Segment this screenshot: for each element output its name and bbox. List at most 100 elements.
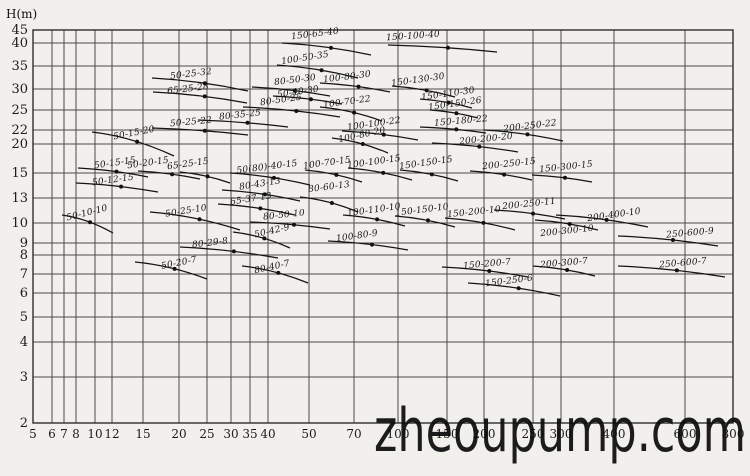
curve-label: 200-250-11 <box>501 197 557 213</box>
curve-duty-point <box>197 217 202 222</box>
curve-duty-point <box>381 170 386 175</box>
curve-duty-point <box>172 266 177 271</box>
curve-label: 150-200-7 <box>463 257 512 271</box>
y-tick-label: 10 <box>11 216 28 231</box>
plot-border <box>32 29 734 424</box>
pump-curve <box>281 42 372 56</box>
curve-label: 100-70-22 <box>323 94 372 111</box>
curve-label: 150-150-10 <box>395 202 450 219</box>
pump-curve <box>304 169 363 183</box>
x-tick-label: 800 <box>722 427 745 441</box>
curve-duty-point <box>135 139 140 144</box>
x-tick-label: 20 <box>171 427 186 441</box>
pump-curve <box>179 246 279 259</box>
y-tick-label: 5 <box>20 310 28 325</box>
curve-label: 80-50-25 <box>260 93 303 109</box>
pump-curve <box>249 221 331 230</box>
pump-curve <box>493 209 566 220</box>
curve-duty-point <box>231 249 236 254</box>
pump-curve <box>531 174 593 183</box>
curve-duty-point <box>487 269 492 274</box>
curve-duty-point <box>308 97 313 102</box>
curve-duty-point <box>202 128 207 133</box>
curve-duty-point <box>429 172 434 177</box>
curve-duty-point <box>375 217 380 222</box>
pump-curve <box>387 44 498 53</box>
y-tick-label: 9 <box>20 236 28 251</box>
pump-curve <box>232 231 291 249</box>
curve-label: 80-35-25 <box>219 108 262 122</box>
curve-label: 50-25-32 <box>170 67 213 82</box>
x-tick-label: 100 <box>387 427 410 441</box>
pump-curve <box>391 85 456 98</box>
pump-curve <box>151 77 249 92</box>
x-tick-label: 600 <box>674 427 697 441</box>
pump-curve <box>77 167 149 178</box>
watermark-text: zheoupump.com <box>374 396 746 466</box>
curve-duty-point <box>292 88 297 93</box>
pump-curve <box>179 171 231 184</box>
curve-label: 150-180-22 <box>434 114 489 129</box>
curve-label: 65-37-13 <box>230 191 273 207</box>
curve-duty-point <box>516 286 521 291</box>
pump-curve <box>61 214 114 234</box>
curve-duty-point <box>531 211 536 216</box>
x-tick-label: 70 <box>346 427 361 441</box>
curve-label: 50-10-10 <box>66 204 109 224</box>
curve-duty-point <box>525 132 530 137</box>
curve-duty-point <box>426 218 430 223</box>
pump-curve <box>399 169 459 182</box>
curve-duty-point <box>481 220 486 225</box>
curve-duty-point <box>262 236 267 241</box>
curve-label: 80-60-13 <box>308 180 351 195</box>
curve-label: 150-200-10 <box>447 205 502 221</box>
curve-duty-point <box>170 172 175 177</box>
x-tick-label: 7 <box>60 427 68 441</box>
pump-curve <box>394 215 456 228</box>
y-tick-label: 6 <box>20 286 28 301</box>
curve-duty-point <box>119 184 124 189</box>
curve-duty-point <box>454 127 459 132</box>
curve-label: 50-25-22 <box>170 116 213 130</box>
pump-curve <box>134 261 208 280</box>
pump-curve <box>469 170 533 181</box>
x-tick-label: 200 <box>473 427 496 441</box>
pump-curve <box>299 196 359 213</box>
curve-duty-point <box>567 222 572 227</box>
curve-duty-point <box>674 268 679 273</box>
y-tick-label: 35 <box>11 59 28 74</box>
curve-label: 65-25-15 <box>167 157 210 173</box>
pump-curve <box>342 214 406 227</box>
pump-curve <box>327 240 409 251</box>
pump-curve <box>229 172 311 186</box>
curve-duty-point <box>276 270 281 275</box>
curve-label: 50-15-20 <box>113 125 156 143</box>
pump-curve <box>331 137 389 154</box>
y-tick-label: 40 <box>11 36 28 51</box>
x-tick-label: 400 <box>603 427 626 441</box>
y-tick-label: 25 <box>11 103 28 118</box>
curve-duty-point <box>334 172 339 177</box>
chart-generated-layers: 5 6 7 8 10 12 15 20 25 30 35 40 50 70 100 150 200 250 300 4… <box>11 23 744 441</box>
pump-curve <box>75 182 159 193</box>
curve-duty-point <box>262 192 267 197</box>
x-tick-label: 12 <box>104 427 119 441</box>
pump-curve <box>217 203 296 216</box>
curve-duty-point <box>245 120 250 125</box>
x-tick-label: 30 <box>223 427 238 441</box>
pump-curve <box>419 98 473 109</box>
y-tick-label: 4 <box>20 335 28 350</box>
pump-curve <box>419 126 487 134</box>
pump-curve <box>467 282 561 297</box>
pump-curve <box>483 129 564 142</box>
curve-label: 150-100-40 <box>386 30 441 44</box>
curve-duty-point <box>563 175 567 180</box>
x-tick-label: 250 <box>522 427 545 441</box>
x-tick-label: 15 <box>135 427 150 441</box>
pump-curve <box>444 217 516 231</box>
pump-curve <box>555 214 649 228</box>
curve-duty-point <box>292 222 296 227</box>
curve-label: 250-600-9 <box>665 226 715 240</box>
